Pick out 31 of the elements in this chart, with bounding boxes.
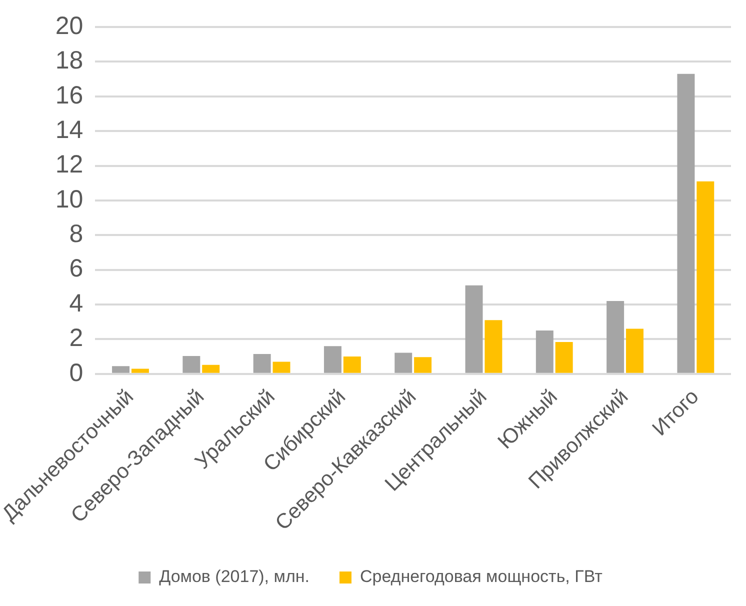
bar [626, 328, 644, 373]
bar [131, 368, 149, 373]
bar [465, 285, 483, 373]
y-tick-label: 8 [69, 220, 84, 248]
bar [555, 342, 573, 373]
bar [536, 330, 554, 373]
bar [343, 356, 361, 373]
bar [202, 364, 220, 373]
y-tick-label: 10 [55, 185, 84, 214]
bar [324, 346, 342, 373]
bar [394, 352, 412, 373]
legend-label: Домов (2017), млн. [159, 567, 310, 586]
bar [606, 301, 624, 373]
y-tick-label: 4 [69, 289, 84, 318]
y-tick-label: 20 [55, 12, 84, 40]
bar [677, 74, 695, 373]
bar [484, 320, 502, 373]
y-tick-label: 0 [69, 358, 84, 387]
y-tick-label: 2 [69, 324, 84, 352]
bar [253, 354, 271, 373]
bar [272, 362, 290, 373]
legend-label: Среднегодовая мощность, ГВт [360, 567, 603, 586]
y-tick-label: 18 [55, 46, 84, 75]
y-tick-label: 16 [55, 81, 84, 110]
y-tick-label: 14 [55, 116, 84, 144]
bar [696, 181, 714, 373]
bar [112, 366, 130, 373]
bar [182, 356, 200, 373]
y-tick-label: 6 [69, 254, 84, 283]
bar [414, 357, 432, 373]
y-tick-label: 12 [55, 150, 84, 179]
